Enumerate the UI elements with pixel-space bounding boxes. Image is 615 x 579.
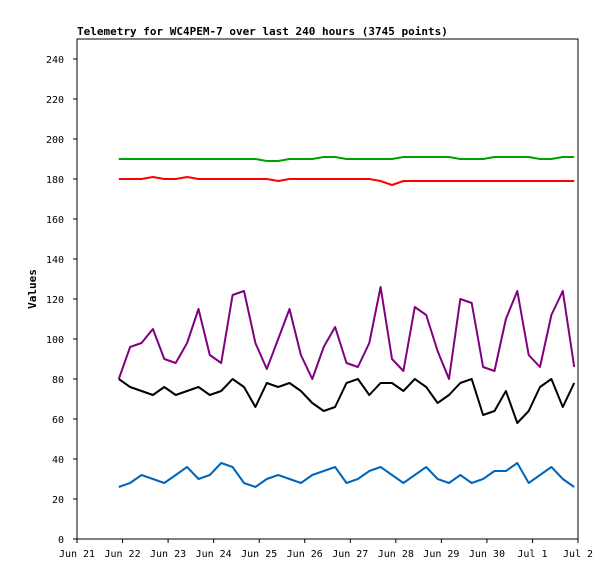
x-tick-label: Jun 27 (332, 549, 368, 560)
y-tick-label: 140 (46, 255, 64, 266)
x-tick-label: Jun 23 (150, 549, 186, 560)
x-tick-label: Jun 28 (378, 549, 414, 560)
y-tick-label: 40 (52, 455, 64, 466)
x-tick-label: Jun 22 (104, 549, 140, 560)
series-line-0 (118, 156, 575, 162)
x-tick-label: Jun 26 (287, 549, 323, 560)
y-axis: 0 20 40 60 80 100 120 140 160 180 200 220 240 (46, 55, 77, 546)
x-tick-label: Jun 25 (241, 549, 277, 560)
y-tick-label: 60 (52, 415, 64, 426)
chart-title: Telemetry for WC4PEM-7 over last 240 hou… (77, 25, 448, 38)
y-tick-label: 200 (46, 135, 64, 146)
y-tick-label: 220 (46, 95, 64, 106)
y-axis-label: Values (26, 269, 39, 309)
x-tick-label: Jun 24 (196, 549, 232, 560)
x-tick-label: Jul 1 (517, 549, 547, 560)
y-tick-label: 20 (52, 495, 64, 506)
y-tick-label: 80 (52, 375, 64, 386)
plot-area (76, 38, 579, 540)
series-layer (117, 156, 576, 488)
y-tick-label: 100 (46, 335, 64, 346)
x-tick-label: Jul 2 (563, 549, 593, 560)
series-line-2 (117, 286, 576, 380)
series-line-1 (118, 176, 575, 186)
y-tick-label: 0 (58, 535, 64, 546)
x-tick-label: Jun 21 (59, 549, 95, 560)
y-tick-label: 120 (46, 295, 64, 306)
y-tick-label: 180 (46, 175, 64, 186)
y-tick-label: 240 (46, 55, 64, 66)
series-line-4 (118, 462, 575, 488)
x-tick-label: Jun 30 (469, 549, 505, 560)
y-tick-label: 160 (46, 215, 64, 226)
x-axis: Jun 21 Jun 22 Jun 23 Jun 24 Jun 25 Jun 26 Jun … (59, 539, 593, 560)
series-line-3 (118, 378, 576, 424)
x-tick-label: Jun 29 (423, 549, 459, 560)
